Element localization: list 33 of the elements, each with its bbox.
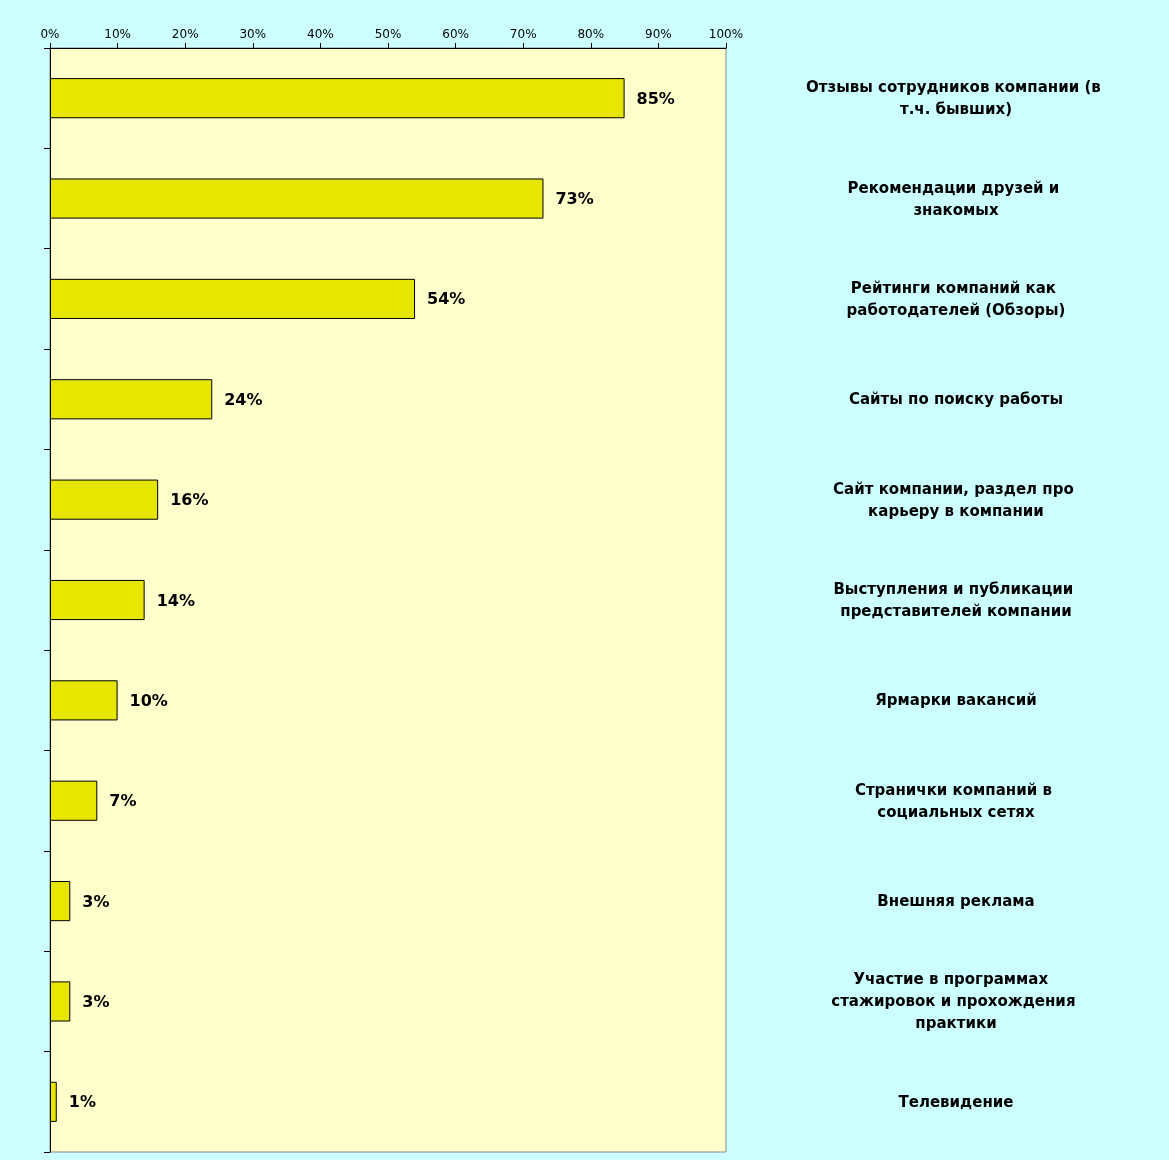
y-tick-label: Выступления и публикации представителей компании — [833, 580, 1079, 620]
data-label: 1% — [68, 1092, 96, 1112]
data-label: 73% — [555, 189, 594, 209]
x-tick-label: 0% — [40, 27, 60, 41]
data-label: 10% — [129, 690, 168, 710]
y-tick-label: Телевидение — [898, 1092, 1014, 1111]
data-label: 14% — [156, 590, 195, 610]
y-tick-label: Сайты по поиску работы — [848, 390, 1064, 409]
x-tick-label: 70% — [509, 27, 537, 41]
data-label: 3% — [82, 891, 110, 911]
data-label: 3% — [82, 991, 110, 1011]
x-tick-label: 10% — [104, 27, 131, 41]
x-tick-label: 50% — [374, 27, 402, 41]
y-tick-label: Участие в программах стажировок и прохождения практики — [831, 970, 1081, 1033]
y-tick-label: Отзывы сотрудников компании (в т.ч. бывших) — [805, 78, 1107, 119]
data-label: 7% — [109, 791, 137, 811]
x-tick-label: 100% — [708, 27, 744, 41]
y-tick-label: Рекомендации друзей и знакомых — [847, 178, 1065, 219]
data-label: 85% — [636, 88, 675, 108]
data-label: 24% — [224, 389, 263, 409]
x-tick-label: 60% — [442, 27, 469, 41]
y-tick-label: Сайт компании, раздел про карьеру в компании — [833, 479, 1079, 520]
y-tick-label: Внешняя реклама — [877, 892, 1035, 911]
y-tick-label: Рейтинги компаний как работодателей (Обзоры) — [846, 278, 1066, 319]
x-tick-label: 80% — [577, 27, 605, 41]
x-tick-label: 90% — [645, 27, 672, 41]
x-tick-label: 40% — [307, 27, 334, 41]
y-tick-label: Странички компаний в социальных сетях — [854, 780, 1058, 821]
data-label: 16% — [170, 490, 209, 510]
x-tick-label: 30% — [239, 27, 267, 41]
data-label: 54% — [427, 289, 466, 309]
y-tick-label: Ярмарки вакансий — [875, 691, 1037, 710]
x-tick-label: 20% — [171, 27, 199, 41]
